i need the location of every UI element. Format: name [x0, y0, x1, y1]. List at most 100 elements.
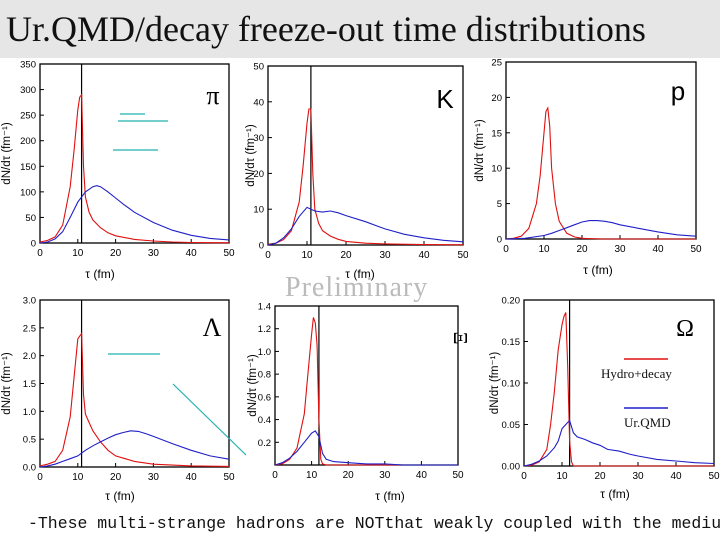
x-tick-label: 50 — [708, 471, 720, 482]
y-axis-label: dN/dτ (fm⁻¹) — [1, 352, 13, 415]
y-tick-label: 0 — [259, 241, 264, 252]
x-tick-label: 10 — [72, 472, 84, 483]
x-tick-label: 10 — [556, 471, 568, 482]
y-tick-label: 0.8 — [258, 370, 271, 381]
x-tick-label: 0 — [521, 471, 527, 482]
y-tick-label: 250 — [20, 111, 36, 122]
y-tick-label: 50 — [253, 62, 264, 73]
plot-frame — [39, 299, 230, 468]
series-hydro-decay — [523, 312, 714, 467]
x-tick-label: 50 — [223, 248, 235, 259]
y-axis-label: dN/dτ (fm⁻¹) — [247, 354, 259, 417]
x-tick-label: 30 — [614, 244, 626, 255]
y-tick-label: 200 — [20, 136, 36, 147]
x-tick-label: 40 — [186, 472, 198, 483]
y-tick-label: 1.4 — [258, 302, 271, 313]
y-tick-label: 40 — [253, 97, 264, 108]
chart-kaon-svg: 0 10 20 30 40 50 0 10 20 30 40 50 τ (fm) dN/dτ (fm⁻¹)… — [245, 62, 468, 282]
y-tick-label: 0.05 — [502, 420, 521, 431]
chart-pi: 0 10 20 30 40 50 0 50 100 150 200 250 300 350 τ (fm) dN… — [0, 58, 240, 283]
y-tick-label: 0 — [31, 239, 36, 250]
series-urqmd — [274, 430, 458, 466]
x-tick-label: 50 — [690, 244, 702, 255]
y-tick-label: 0.0 — [23, 463, 36, 474]
particle-label: π — [206, 81, 219, 110]
y-tick-label: 25 — [491, 58, 502, 69]
y-tick-label: 0.20 — [502, 296, 521, 307]
y-tick-label: 10 — [253, 205, 264, 216]
x-tick-label: 20 — [110, 248, 122, 259]
y-tick-label: 1.0 — [23, 407, 36, 418]
x-tick-label: 30 — [632, 471, 644, 482]
series-urqmd — [39, 430, 230, 468]
particle-label: p — [671, 76, 685, 106]
chart-xi-svg: 0 10 20 30 40 50 0.2 0.4 0.6 0.8 1.0 1.2 1.4 τ (fm) dN… — [247, 302, 468, 504]
x-tick-label: 10 — [301, 250, 313, 261]
y-tick-label: 20 — [253, 169, 264, 180]
x-tick-label: 40 — [416, 470, 428, 481]
plot-frame — [274, 305, 459, 466]
y-tick-label: 50 — [25, 213, 36, 224]
y-tick-label: 0.10 — [502, 379, 521, 390]
y-tick-label: 1.2 — [258, 324, 271, 335]
series-urqmd — [39, 185, 230, 244]
y-axis-label: dN/dτ (fm⁻¹) — [489, 352, 501, 415]
plot-frame — [505, 61, 697, 240]
x-tick-label: 20 — [594, 471, 606, 482]
x-axis-label: τ (fm) — [85, 267, 114, 281]
chart-kaon: 0 10 20 30 40 50 0 10 20 30 40 50 τ (fm) dN/dτ (fm⁻¹)… — [240, 58, 468, 283]
series-urqmd — [267, 206, 464, 246]
y-tick-label: 100 — [20, 187, 36, 198]
legend-hydro-label: Hydro+decay — [601, 366, 672, 381]
particle-label: K — [436, 84, 454, 114]
x-tick-label: 0 — [37, 248, 43, 259]
x-tick-label: 20 — [110, 472, 122, 483]
y-tick-label: 300 — [20, 85, 36, 96]
y-tick-label: 30 — [253, 133, 264, 144]
y-tick-label: 1.5 — [23, 379, 36, 390]
x-tick-label: 40 — [418, 250, 430, 261]
y-tick-label: 20 — [491, 93, 502, 104]
particle-label: Ξ — [449, 332, 468, 345]
x-axis-label: τ (fm) — [375, 489, 404, 503]
y-tick-label: 150 — [20, 162, 36, 173]
y-axis-label: dN/dτ (fm⁻¹) — [1, 122, 13, 185]
y-tick-label: 15 — [491, 128, 502, 139]
y-tick-label: 2.0 — [23, 351, 36, 362]
chart-lambda-svg: 0 10 20 30 40 50 0.0 0.5 1.0 1.5 2.0 2.5 3.0 τ (fm) dN… — [1, 296, 235, 504]
y-tick-label: 0.15 — [502, 337, 521, 348]
y-tick-label: 2.5 — [23, 323, 36, 334]
y-axis-label: dN/dτ (fm⁻¹) — [474, 119, 486, 182]
x-tick-label: 30 — [148, 248, 160, 259]
series-urqmd — [523, 419, 715, 467]
x-tick-label: 40 — [186, 248, 198, 259]
x-axis-label: τ (fm) — [105, 489, 134, 503]
series-hydro-decay — [39, 93, 230, 244]
series-hydro-decay — [39, 331, 230, 467]
series-hydro-decay — [274, 317, 458, 466]
y-tick-label: 0.5 — [23, 435, 36, 446]
x-axis-label: τ (fm) — [345, 267, 374, 281]
y-tick-label: 0.00 — [502, 462, 521, 473]
x-tick-label: 0 — [503, 244, 509, 255]
particle-label: Ω — [676, 316, 694, 342]
chart-pi-svg: 0 10 20 30 40 50 0 50 100 150 200 250 300 350 τ (fm) dN… — [1, 60, 235, 282]
chart-xi: 0 10 20 30 40 50 0.2 0.4 0.6 0.8 1.0 1.2 1.4 τ (fm) dN… — [240, 298, 468, 505]
chart-proton-svg: 0 10 20 30 40 50 0 5 10 15 20 25 τ (fm) dN/dτ (fm⁻¹) p — [474, 58, 702, 278]
chart-omega: 0 10 20 30 40 50 0.00 0.05 0.10 0.15 0.20 τ (fm) dN/… — [480, 290, 720, 505]
x-axis-label: τ (fm) — [583, 263, 612, 277]
y-tick-label: 5 — [497, 199, 502, 210]
y-tick-label: 10 — [491, 164, 502, 175]
x-tick-label: 0 — [37, 472, 43, 483]
x-tick-label: 50 — [457, 250, 468, 261]
plot-frame — [267, 65, 464, 246]
x-tick-label: 10 — [538, 244, 550, 255]
y-tick-label: 1.0 — [258, 347, 271, 358]
x-tick-label: 50 — [452, 470, 464, 481]
x-tick-label: 10 — [72, 248, 84, 259]
x-tick-label: 40 — [652, 244, 664, 255]
x-tick-label: 30 — [379, 470, 391, 481]
y-tick-label: 3.0 — [23, 296, 36, 307]
slide-title: Ur.QMD/decay freeze-out time distributio… — [0, 0, 720, 58]
y-axis-label: dN/dτ (fm⁻¹) — [245, 124, 257, 187]
